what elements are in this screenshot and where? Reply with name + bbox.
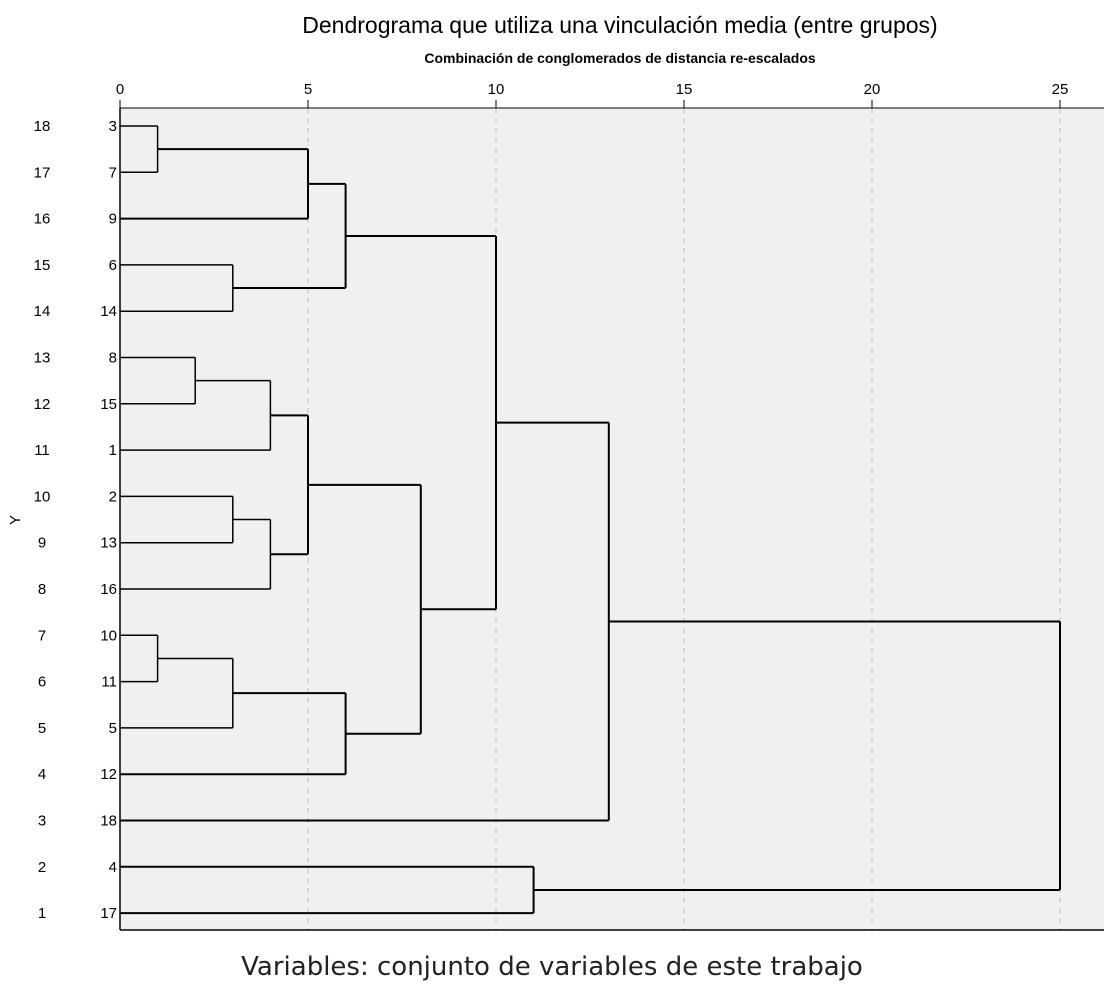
row-number: 4 — [38, 766, 46, 783]
x-tick-label: 5 — [304, 81, 312, 98]
row-number: 18 — [34, 118, 51, 135]
row-number: 16 — [34, 211, 51, 228]
row-number: 15 — [34, 257, 51, 274]
row-number: 3 — [38, 813, 46, 830]
leaf-label: 3 — [109, 118, 117, 135]
leaf-label: 14 — [100, 303, 117, 320]
leaf-label: 18 — [100, 813, 117, 830]
row-number: 2 — [38, 859, 46, 876]
leaf-label: 9 — [109, 211, 117, 228]
leaf-label: 15 — [100, 396, 117, 413]
leaf-label: 5 — [109, 720, 117, 737]
x-tick-label: 0 — [116, 81, 124, 98]
x-tick-label: 15 — [676, 81, 693, 98]
leaf-label: 13 — [100, 535, 117, 552]
x-axis-label: Combinación de conglomerados de distanci… — [424, 50, 816, 66]
row-number: 12 — [34, 396, 51, 413]
leaf-label: 17 — [100, 905, 117, 922]
row-number: 5 — [38, 720, 46, 737]
row-number: 8 — [38, 581, 46, 598]
row-number: 14 — [34, 303, 51, 320]
footer-caption: Variables: conjunto de variables de este… — [0, 952, 1104, 982]
row-numbers: 18 17 16 15 14 13 12 11 10 9 8 7 6 5 4 3 2 1 — [34, 118, 51, 922]
row-number: 6 — [38, 674, 46, 691]
x-tick-label: 25 — [1052, 81, 1069, 98]
leaf-label: 2 — [109, 488, 117, 505]
row-number: 13 — [34, 350, 51, 367]
row-number: 17 — [34, 164, 51, 181]
leaf-label: 4 — [109, 859, 117, 876]
leaf-label: 7 — [109, 164, 117, 181]
row-number: 1 — [38, 905, 46, 922]
row-number: 11 — [34, 442, 50, 459]
row-number: 10 — [34, 488, 51, 505]
y-axis-label: Y — [7, 515, 24, 525]
leaf-label: 11 — [101, 674, 117, 691]
leaf-label: 16 — [100, 581, 117, 598]
row-number: 7 — [38, 627, 46, 644]
x-tick-label: 20 — [864, 81, 881, 98]
leaf-label: 1 — [109, 442, 117, 459]
leaf-label: 8 — [109, 350, 117, 367]
x-tick-label: 10 — [488, 81, 505, 98]
row-number: 9 — [38, 535, 46, 552]
x-axis-ticks: 0 5 10 15 20 25 — [116, 81, 1069, 108]
leaf-label: 12 — [100, 766, 117, 783]
leaf-label: 10 — [100, 627, 117, 644]
leaf-label: 6 — [109, 257, 117, 274]
